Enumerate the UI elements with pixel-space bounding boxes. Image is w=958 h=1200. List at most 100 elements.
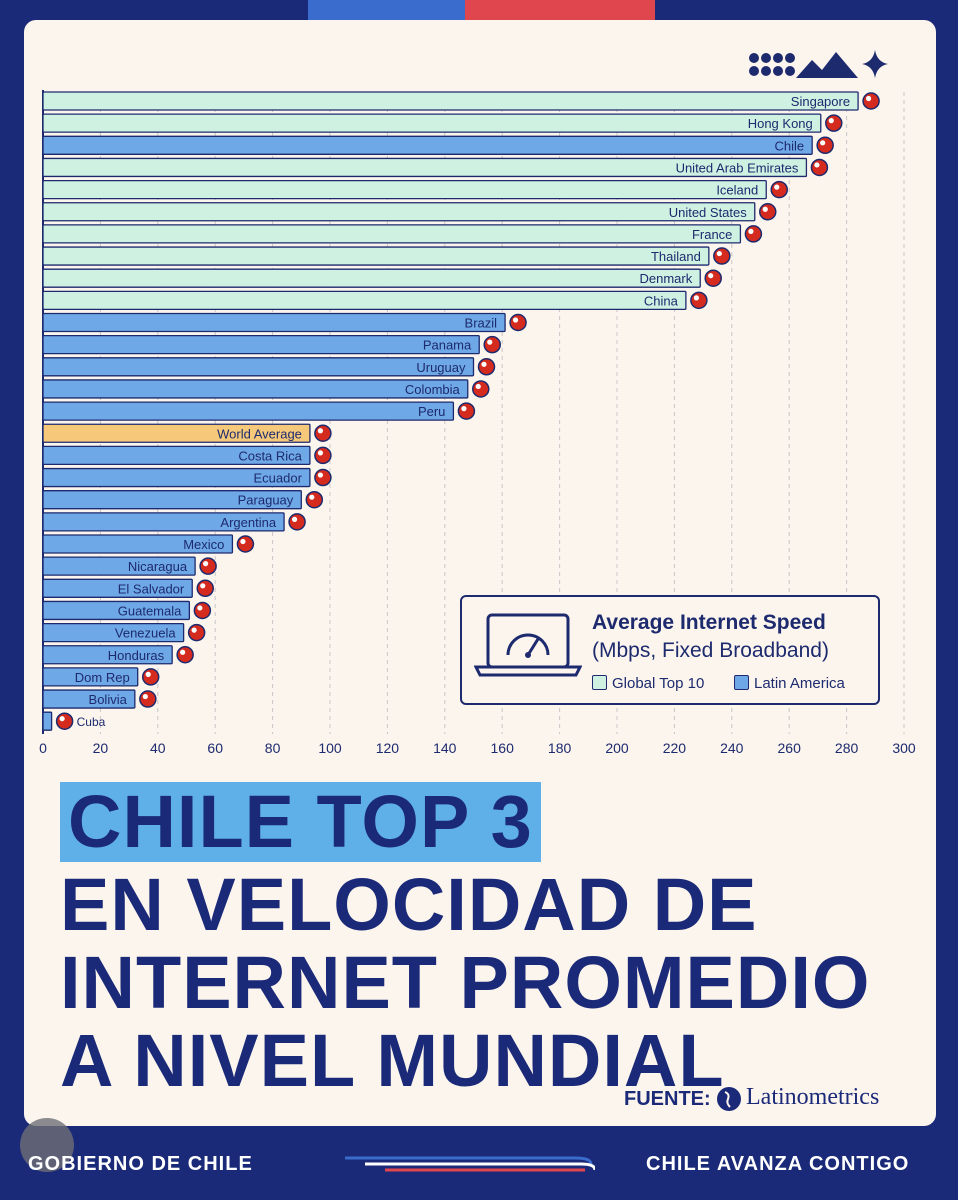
flag-icon bbox=[825, 114, 843, 132]
flag-icon-detail bbox=[59, 716, 65, 722]
top-bar-blue bbox=[308, 0, 465, 20]
flag-icon bbox=[141, 668, 160, 686]
flag-icon bbox=[176, 646, 194, 664]
x-tick-label: 120 bbox=[376, 740, 400, 756]
bar-group: Nicaragua bbox=[42, 556, 217, 576]
bar-label: Venezuela bbox=[115, 626, 176, 641]
legend-item-top10: Global Top 10 bbox=[592, 675, 704, 692]
bar bbox=[42, 401, 455, 421]
bar bbox=[42, 512, 285, 532]
flag-icon-detail bbox=[475, 383, 481, 390]
x-tick-label: 220 bbox=[663, 740, 687, 756]
bar-label: Denmark bbox=[639, 271, 692, 286]
flag-icon-detail bbox=[762, 206, 768, 212]
x-tick-label: 300 bbox=[892, 740, 916, 756]
bar-group: Uruguay bbox=[42, 357, 496, 377]
x-tick-label: 60 bbox=[207, 740, 223, 756]
flag-icon bbox=[690, 291, 708, 310]
bar bbox=[42, 645, 173, 665]
bar bbox=[42, 711, 53, 731]
bar-group: Argentina bbox=[42, 512, 306, 532]
flag-icon-detail bbox=[814, 162, 820, 168]
bar-label: United States bbox=[669, 205, 748, 220]
flag-icon bbox=[193, 601, 212, 620]
flag-icon-detail bbox=[203, 561, 209, 567]
x-tick-label: 40 bbox=[150, 740, 166, 756]
legend-label-latam: Latin America bbox=[754, 675, 845, 692]
bar-group: United States bbox=[42, 202, 777, 222]
flag-icon bbox=[810, 158, 829, 177]
bar-label: Honduras bbox=[108, 648, 165, 663]
flag-icon-detail bbox=[481, 361, 487, 367]
headline-highlight: CHILE TOP 3 bbox=[60, 782, 541, 862]
flag-icon bbox=[314, 468, 332, 487]
flag-icon bbox=[139, 690, 157, 708]
bar-label: Paraguay bbox=[238, 493, 294, 508]
legend-swatch-top10 bbox=[592, 675, 607, 690]
flag-icon bbox=[509, 313, 527, 332]
flag-icon-detail bbox=[487, 339, 493, 345]
bar bbox=[42, 202, 756, 222]
bar-label: Singapore bbox=[791, 94, 850, 109]
bar bbox=[42, 157, 808, 178]
source-name: Latinometrics bbox=[746, 1084, 880, 1110]
flag-icon-detail bbox=[197, 605, 203, 611]
bar-group: Hong Kong bbox=[42, 113, 843, 133]
bar bbox=[42, 534, 234, 554]
flag-icon-detail bbox=[200, 583, 206, 589]
brand-logo bbox=[749, 50, 888, 78]
legend: Average Internet Speed (Mbps, Fixed Broa… bbox=[460, 595, 880, 705]
flag-icon-detail bbox=[461, 406, 467, 412]
flag-icon bbox=[704, 269, 722, 287]
bar-group: France bbox=[42, 224, 763, 244]
bar-group: Guatemala bbox=[42, 600, 212, 621]
bar-label: Costa Rica bbox=[238, 448, 302, 463]
headline-line-1: EN VELOCIDAD DE bbox=[60, 863, 758, 946]
x-tick-label: 240 bbox=[720, 740, 744, 756]
bar bbox=[42, 334, 480, 355]
flag-icon bbox=[196, 579, 214, 598]
flag-icon-detail bbox=[317, 450, 324, 456]
x-tick-label: 20 bbox=[93, 740, 109, 756]
flag-icon bbox=[199, 557, 217, 575]
bar-label: Dom Rep bbox=[75, 670, 130, 685]
flag-icon bbox=[744, 225, 763, 243]
flag-icon bbox=[862, 92, 880, 110]
flag-icon bbox=[288, 513, 306, 531]
flag-icon-detail bbox=[512, 317, 519, 323]
flag-icon-detail bbox=[191, 627, 197, 633]
bar-group: Cuba bbox=[42, 711, 106, 731]
bar bbox=[42, 290, 687, 311]
bar-group: Thailand bbox=[42, 246, 731, 266]
bar-label: Cuba bbox=[77, 715, 106, 729]
avatar[interactable] bbox=[20, 1118, 74, 1172]
bar-label: Mexico bbox=[183, 537, 224, 552]
bar-group: Peru bbox=[42, 401, 476, 421]
flag-icon-detail bbox=[693, 295, 699, 301]
flag-icon-detail bbox=[317, 472, 324, 478]
flag-icon-detail bbox=[317, 428, 324, 434]
bar-label: Iceland bbox=[716, 183, 758, 198]
flag-icon bbox=[759, 203, 777, 221]
bar-label: Brazil bbox=[465, 316, 498, 331]
bar-label: Panama bbox=[423, 338, 472, 353]
flag-icon bbox=[187, 623, 206, 642]
x-tick-label: 260 bbox=[778, 740, 802, 756]
flag-icon bbox=[477, 358, 496, 376]
x-tick-label: 100 bbox=[318, 740, 342, 756]
bar-label: Uruguay bbox=[416, 360, 466, 375]
bar-group: Honduras bbox=[42, 645, 194, 665]
flag-icon-detail bbox=[716, 250, 722, 257]
infographic-card: Singapore Hong Kong Chile United Arab Emira… bbox=[24, 20, 936, 1126]
bar-group: El Salvador bbox=[42, 578, 214, 598]
bar bbox=[42, 312, 506, 333]
legend-title: Average Internet Speed bbox=[592, 611, 826, 634]
bar bbox=[42, 490, 302, 510]
flag-icon bbox=[305, 490, 324, 509]
bar bbox=[42, 600, 191, 621]
latinometrics-globe-icon bbox=[717, 1087, 741, 1111]
bar bbox=[42, 556, 196, 576]
bar-label: Colombia bbox=[405, 382, 461, 397]
laptop-speedometer-icon bbox=[474, 613, 582, 677]
flag-icon bbox=[314, 446, 332, 465]
